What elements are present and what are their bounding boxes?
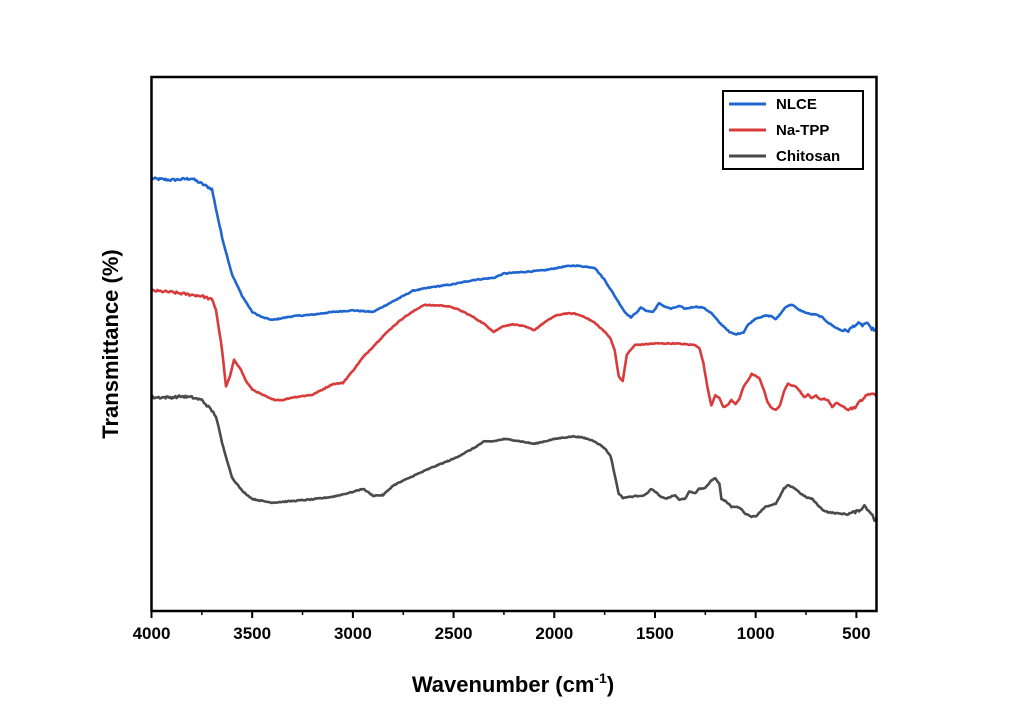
x-tick-label: 4000 xyxy=(133,624,171,643)
legend-label-chitosan: Chitosan xyxy=(776,148,840,165)
series-line-nlce xyxy=(150,176,878,336)
x-axis-title-main: Wavenumber (cm xyxy=(412,672,595,697)
x-axis-title-sup: -1 xyxy=(594,670,607,686)
x-axis-title: Wavenumber (cm-1) xyxy=(412,670,614,697)
x-tick-label: 3500 xyxy=(233,624,271,643)
x-tick-label: 3000 xyxy=(334,624,372,643)
legend-label-na-tpp: Na-TPP xyxy=(776,122,829,139)
x-tick-label: 1000 xyxy=(737,624,775,643)
plot-frame xyxy=(150,75,878,613)
series-line-na-tpp xyxy=(151,288,878,412)
legend: NLCE Na-TPP Chitosan xyxy=(722,90,864,170)
series-line-chitosan xyxy=(150,394,878,523)
y-axis-title: Transmittance (%) xyxy=(98,249,123,439)
series-layer xyxy=(150,176,878,523)
x-axis-ticks: 4000 3500 3000 2500 2000 1500 1000 500 xyxy=(133,611,871,643)
x-axis-title-end: ) xyxy=(607,672,614,697)
x-tick-label: 2500 xyxy=(435,624,473,643)
legend-label-nlce: NLCE xyxy=(776,96,817,113)
x-tick-label: 500 xyxy=(842,624,870,643)
x-tick-label: 1500 xyxy=(636,624,674,643)
x-tick-label: 2000 xyxy=(535,624,573,643)
